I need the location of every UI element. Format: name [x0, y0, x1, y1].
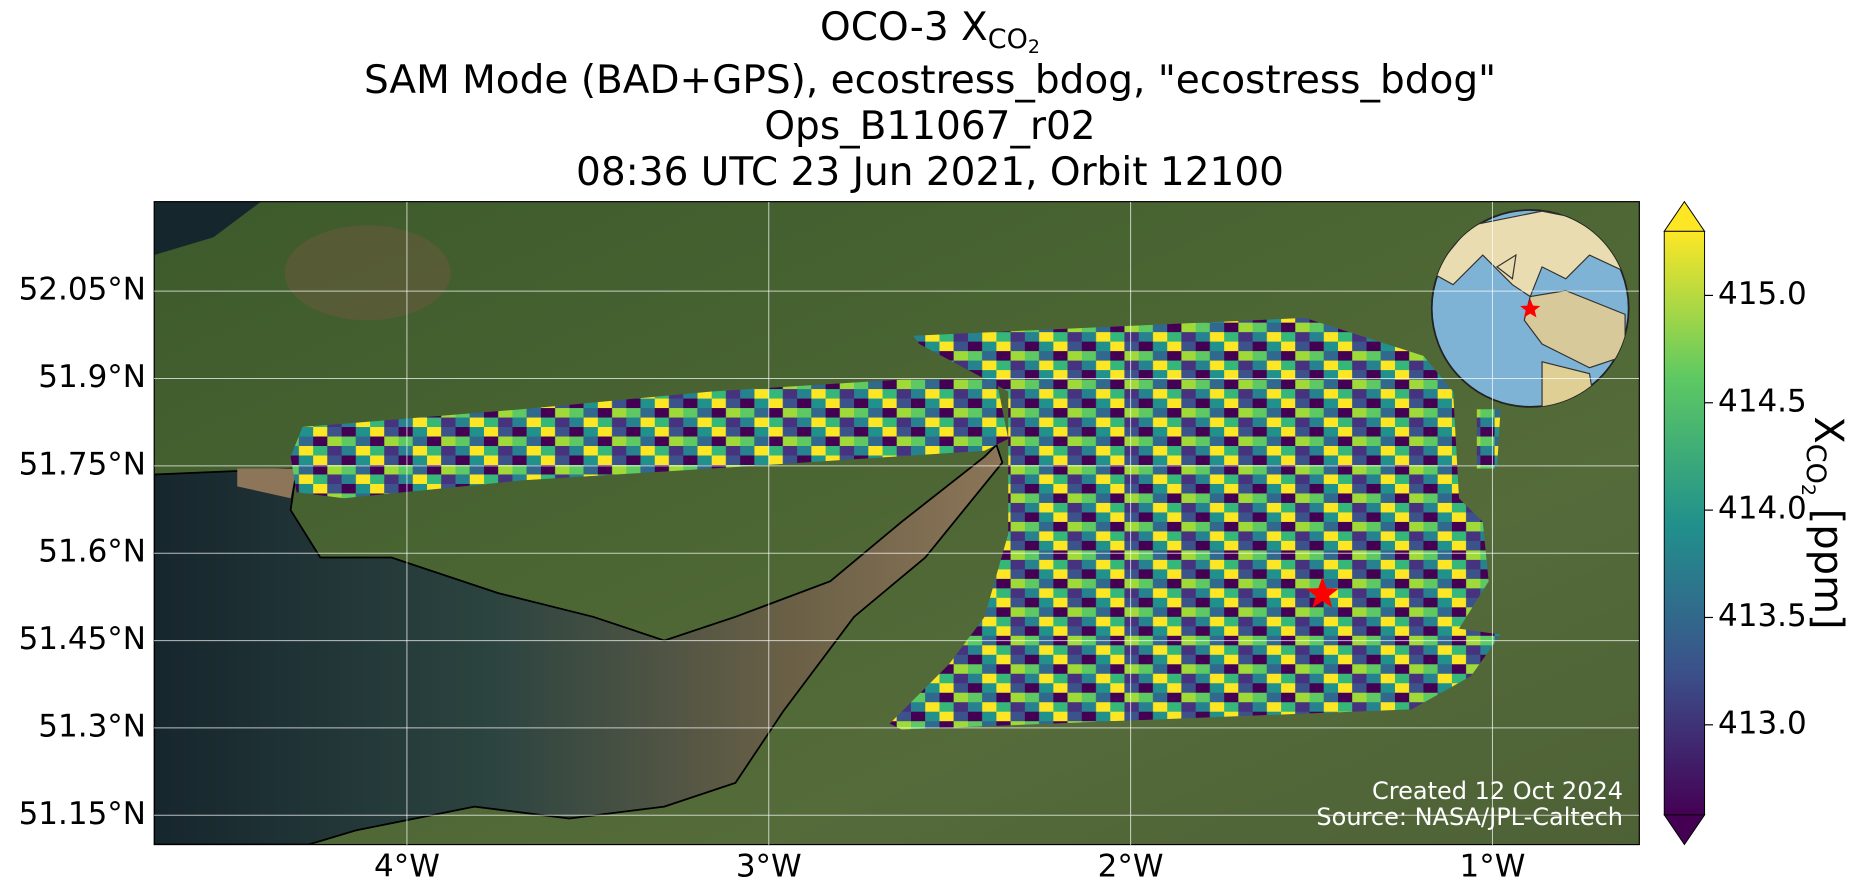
colorbar-tick-label: 415.0: [1718, 276, 1807, 312]
x-tick-label: 3°W: [736, 849, 802, 885]
colorbar-tick-label: 413.5: [1718, 598, 1807, 634]
y-tick-label: 51.15°N: [19, 796, 146, 832]
colorbar-tick-label: 413.0: [1718, 705, 1807, 741]
land: [1495, 253, 1517, 280]
colorbar-extend: [1663, 200, 1706, 232]
colorbar-label-text: X: [1805, 416, 1851, 443]
sea: [154, 201, 261, 256]
hills: [284, 225, 451, 321]
land: [1431, 210, 1629, 298]
title-text: OCO-3 X: [820, 5, 988, 50]
colorbar-extend: [1663, 814, 1706, 846]
map-layout: [153, 200, 1706, 846]
title-subsub: 2: [1028, 36, 1040, 58]
title-sub: CO: [988, 24, 1028, 55]
subtitle: 08:36 UTC 23 Jun 2021, Orbit 12100: [576, 150, 1284, 195]
swath: [290, 379, 1009, 499]
colorbar-tick-label: 414.0: [1718, 491, 1807, 527]
land: [1523, 290, 1626, 369]
colorbar: [1663, 230, 1706, 816]
y-tick-label: 51.45°N: [19, 621, 146, 657]
x-tick-label: 1°W: [1460, 849, 1526, 885]
colorbar-label-sub: CO: [1800, 444, 1831, 484]
y-tick-label: 52.05°N: [19, 272, 146, 308]
target-star: [1306, 577, 1339, 608]
y-tick-label: 51.6°N: [38, 534, 146, 570]
colorbar-label-subsub: 2: [1797, 484, 1819, 496]
colorbar-tick-label: 414.5: [1718, 383, 1807, 419]
estuary: [237, 468, 297, 499]
colorbar-label-unit: [ppm]: [1805, 496, 1851, 630]
title: OCO-3 XCO2: [820, 5, 1040, 58]
colorbar-label: XCO2 [ppm]: [1797, 416, 1851, 629]
globe-inset: [1430, 209, 1630, 408]
subtitle: Ops_B11067_r02: [764, 104, 1095, 149]
x-tick-label: 4°W: [374, 849, 440, 885]
swath: [889, 317, 1501, 730]
subtitle: SAM Mode (BAD+GPS), ecostress_bdog, "eco…: [364, 58, 1496, 103]
y-tick-label: 51.9°N: [38, 359, 146, 395]
annotation: Source: NASA/JPL-Caltech: [1316, 803, 1623, 831]
y-tick-label: 51.3°N: [38, 708, 146, 744]
swath: [1476, 409, 1501, 469]
globe-star: [1520, 298, 1541, 318]
y-tick-label: 51.75°N: [19, 446, 146, 482]
axes-frame: [153, 201, 1640, 846]
x-tick-label: 2°W: [1098, 849, 1164, 885]
annotation: Created 12 Oct 2024: [1372, 777, 1623, 805]
